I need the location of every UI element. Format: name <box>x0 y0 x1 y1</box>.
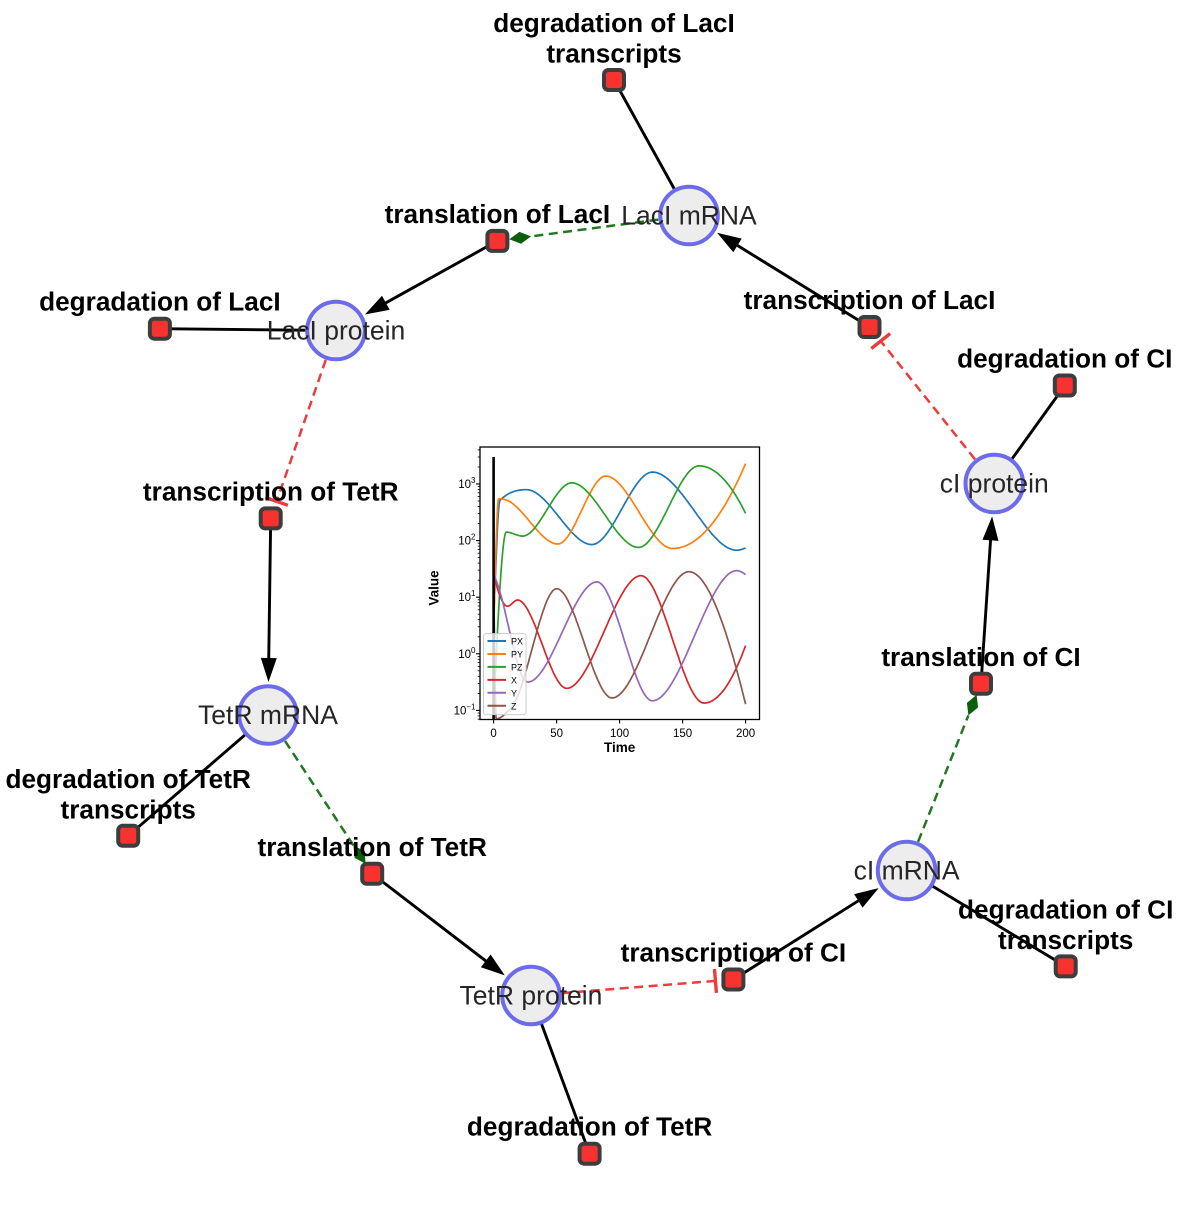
svg-text:50: 50 <box>550 728 563 740</box>
svg-text:transcription of CI: transcription of CI <box>621 938 847 968</box>
svg-text:transcripts: transcripts <box>998 925 1133 955</box>
svg-text:translation of TetR: translation of TetR <box>258 832 487 862</box>
svg-text:cI protein: cI protein <box>940 469 1049 499</box>
svg-text:transcripts: transcripts <box>546 39 681 69</box>
svg-text:PY: PY <box>511 650 523 660</box>
svg-text:LacI protein: LacI protein <box>267 316 405 346</box>
svg-text:0: 0 <box>490 728 496 740</box>
svg-text:Value: Value <box>427 570 442 606</box>
svg-text:transcripts: transcripts <box>61 794 196 824</box>
svg-text:Z: Z <box>511 701 517 711</box>
svg-text:cI mRNA: cI mRNA <box>854 856 960 886</box>
svg-text:degradation of TetR: degradation of TetR <box>6 764 251 794</box>
svg-text:PZ: PZ <box>511 662 523 672</box>
svg-text:degradation of LacI: degradation of LacI <box>493 8 735 38</box>
svg-text:Time: Time <box>604 740 636 755</box>
svg-text:150: 150 <box>673 728 692 740</box>
svg-text:transcription of LacI: transcription of LacI <box>744 285 996 315</box>
svg-text:transcription of TetR: transcription of TetR <box>143 476 399 506</box>
svg-text:degradation of CI: degradation of CI <box>958 894 1173 924</box>
svg-text:Y: Y <box>511 688 517 698</box>
svg-text:translation of LacI: translation of LacI <box>385 199 611 229</box>
svg-text:degradation of LacI: degradation of LacI <box>39 287 281 317</box>
svg-text:degradation of CI: degradation of CI <box>957 344 1172 374</box>
svg-text:200: 200 <box>736 728 755 740</box>
svg-text:PX: PX <box>511 637 523 647</box>
svg-text:100: 100 <box>610 728 629 740</box>
svg-text:translation of CI: translation of CI <box>881 642 1080 672</box>
svg-text:X: X <box>511 675 517 685</box>
svg-text:TetR mRNA: TetR mRNA <box>198 700 338 730</box>
svg-text:LacI mRNA: LacI mRNA <box>621 201 757 231</box>
svg-text:TetR protein: TetR protein <box>460 981 603 1011</box>
svg-text:degradation of TetR: degradation of TetR <box>467 1112 712 1142</box>
